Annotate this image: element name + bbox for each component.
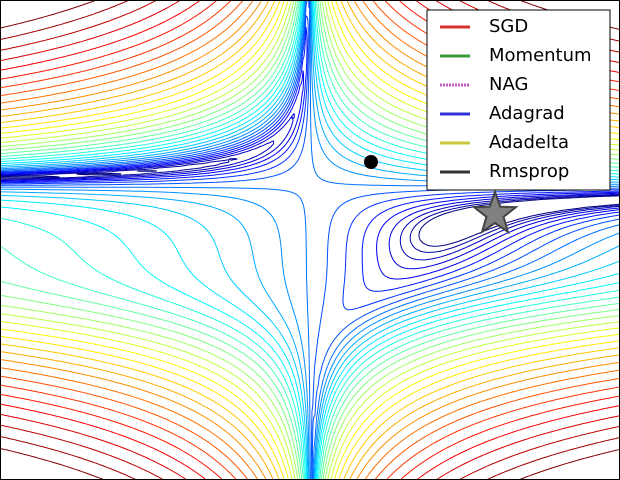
legend-box — [426, 9, 611, 191]
legend-label: NAG — [489, 74, 528, 95]
legend-label: SGD — [489, 16, 528, 37]
legend-label: Rmsprop — [489, 161, 569, 182]
minimum-star — [471, 189, 519, 235]
start-point — [364, 155, 378, 169]
legend-label: Adagrad — [489, 103, 565, 124]
legend-label: Adadelta — [489, 132, 569, 153]
contour-line — [0, 113, 620, 270]
contour-line — [0, 26, 620, 292]
contour-line — [0, 70, 620, 280]
contour-line — [0, 158, 620, 253]
contour-line — [0, 140, 620, 261]
contour-line — [0, 0, 620, 311]
legend-label: Momentum — [489, 45, 592, 66]
legend: SGD Momentum NAG Adagrad Adadelta Rmsprop — [426, 9, 611, 191]
